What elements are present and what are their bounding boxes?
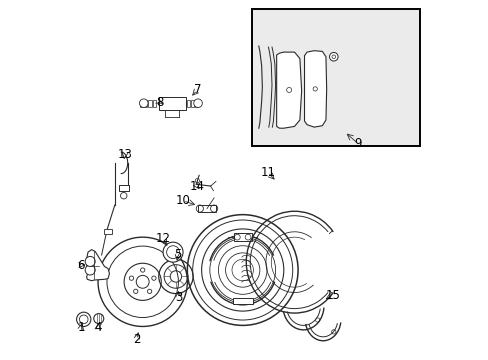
Text: 9: 9 [354,137,361,150]
Bar [159,97,185,110]
Text: 12: 12 [155,233,170,246]
Bar [195,100,198,107]
Text: 7: 7 [193,84,201,96]
Circle shape [139,99,148,108]
Bar [232,297,252,304]
Circle shape [94,314,103,324]
Bar [144,100,147,107]
Bar [186,100,189,107]
Bar [233,233,251,242]
Text: 14: 14 [189,180,204,193]
Text: 1: 1 [77,321,85,334]
Text: 13: 13 [117,148,132,161]
Polygon shape [276,52,301,128]
Bar [198,205,216,212]
Text: 15: 15 [325,288,340,302]
Bar [190,100,194,107]
Circle shape [85,256,95,266]
Polygon shape [86,249,109,281]
Bar [104,229,111,234]
Polygon shape [304,51,326,127]
Text: 5: 5 [174,248,182,261]
Circle shape [163,242,183,262]
Text: 3: 3 [174,291,182,305]
Text: 11: 11 [260,166,275,179]
Bar [251,9,419,146]
Bar [152,100,156,107]
Circle shape [121,193,127,199]
Bar [119,185,128,192]
Text: 10: 10 [175,194,190,207]
Text: 2: 2 [133,333,140,346]
Bar [140,100,143,107]
Circle shape [193,99,202,108]
Circle shape [329,53,337,61]
Text: 4: 4 [94,321,102,334]
Text: 6: 6 [77,258,84,271]
Bar [148,100,151,107]
Text: 8: 8 [156,96,163,109]
Circle shape [77,312,91,327]
Circle shape [85,265,95,275]
